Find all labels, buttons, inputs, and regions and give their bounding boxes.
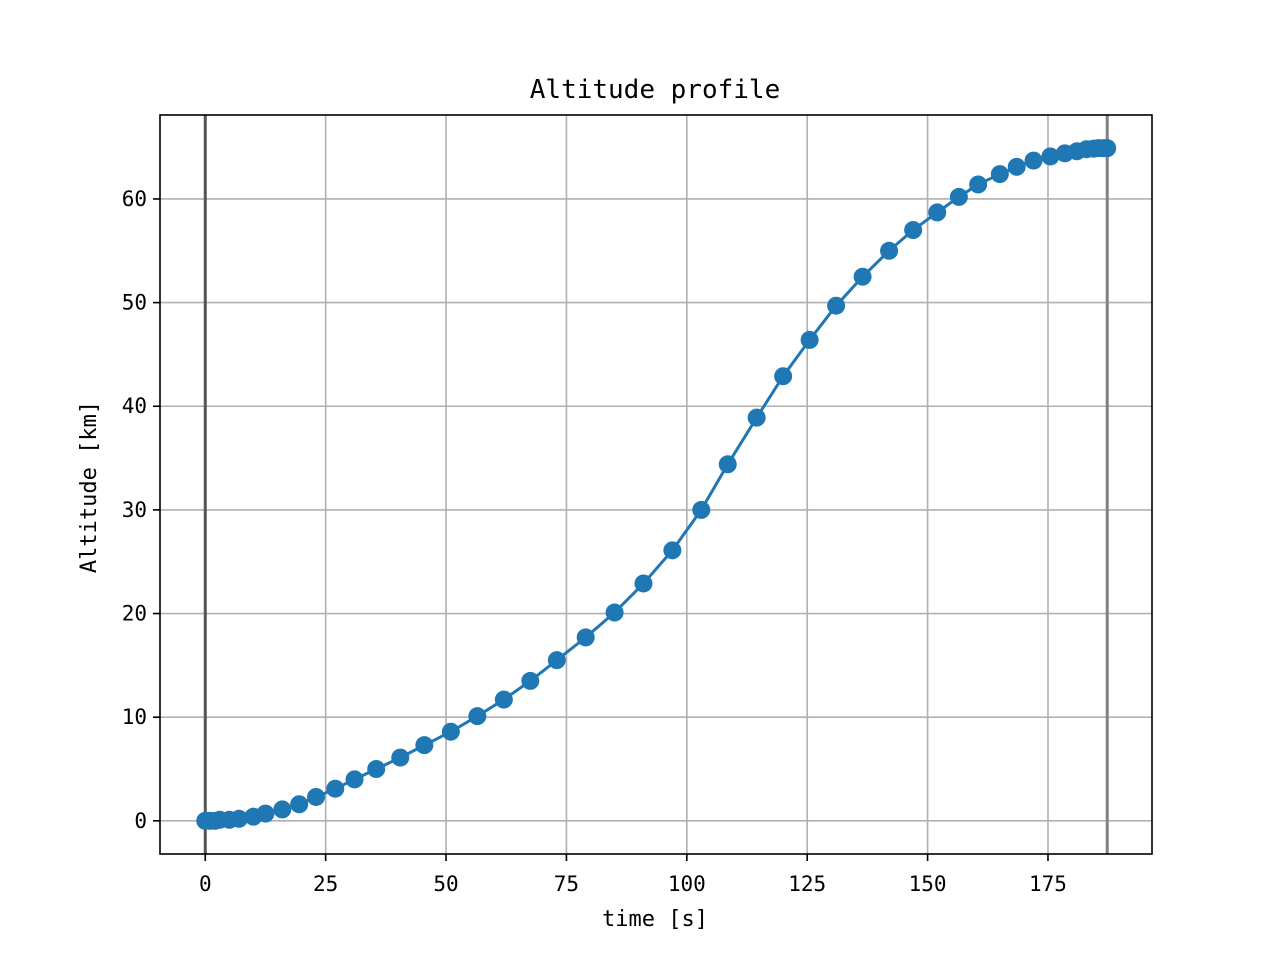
data-point [718,455,737,474]
x-tick-label: 150 [909,872,947,896]
data-point [774,367,793,386]
data-point [928,203,947,222]
x-tick-label: 25 [313,872,338,896]
data-point [663,541,682,560]
data-point [521,671,540,690]
data-point [415,736,434,755]
y-axis-label: Altitude [km] [77,401,102,573]
data-point [880,241,899,260]
x-axis-label: time [s] [602,907,708,932]
y-tick-label: 10 [122,705,147,729]
data-point [273,800,292,819]
data-point [326,779,345,798]
data-point [1024,151,1043,170]
data-point [1007,157,1026,176]
y-tick-label: 30 [122,498,147,522]
data-point [256,804,275,823]
y-tick-label: 40 [122,394,147,418]
data-point [576,628,595,647]
data-point [307,787,326,806]
data-point [468,707,487,726]
series-line [205,146,1108,823]
grid-lines [160,115,1152,854]
data-point [747,408,766,427]
y-tick-label: 50 [122,291,147,315]
reference-lines [203,115,1109,854]
data-point [853,267,872,286]
x-tick-label: 175 [1029,872,1067,896]
data-point [605,603,624,622]
x-tick-label: 0 [199,872,212,896]
y-tick-label: 0 [134,809,147,833]
data-point [547,651,566,670]
data-point [827,296,846,315]
x-tick-label: 50 [433,872,458,896]
data-point [494,690,513,709]
axis-ticks: 0 25 50 75 100 125 150 175 0 10 20 30 40 50 60 [122,187,1067,896]
data-point [1041,147,1060,166]
data-point [634,574,653,593]
data-point [229,809,248,828]
x-tick-label: 100 [668,872,706,896]
data-point [441,722,460,741]
data-point [345,770,364,789]
data-point [1098,139,1117,158]
data-point [800,330,819,349]
data-point [990,165,1009,184]
x-tick-label: 75 [554,872,579,896]
series-altitude [196,139,1117,830]
data-point [391,748,410,767]
y-tick-label: 60 [122,187,147,211]
data-point [692,500,711,519]
chart-title: Altitude profile [530,75,780,105]
plot-frame [159,114,1153,855]
data-point [367,760,386,779]
data-point [904,221,923,240]
data-point [949,187,968,206]
data-point [969,175,988,194]
y-tick-label: 20 [122,602,147,626]
data-point [290,795,309,814]
x-tick-label: 125 [788,872,826,896]
